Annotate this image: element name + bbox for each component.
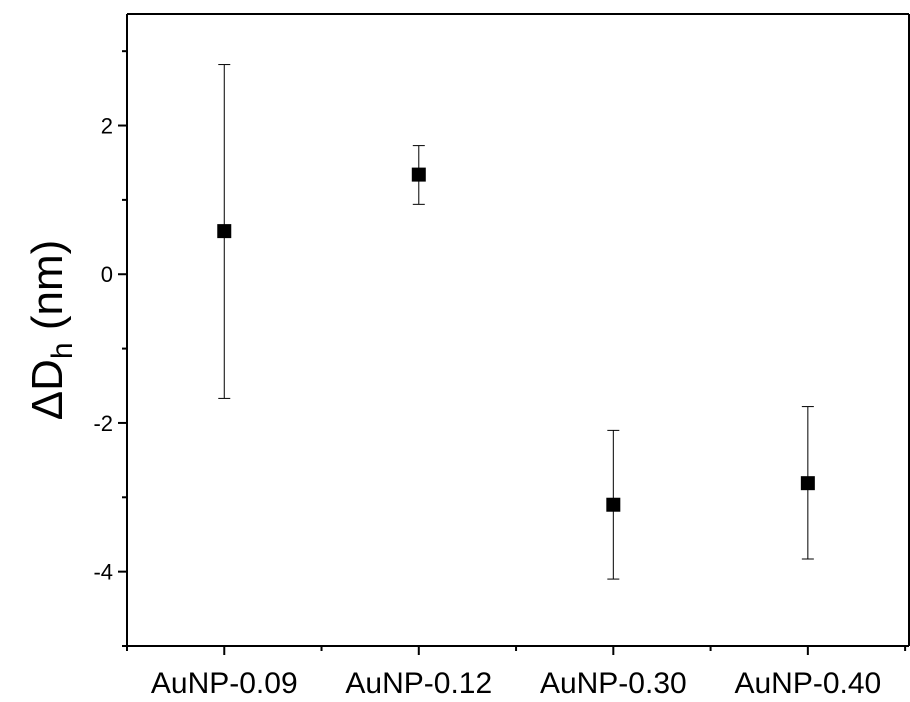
data-point-marker — [217, 224, 232, 239]
data-point-group — [606, 429, 621, 580]
data-point-marker — [606, 497, 621, 512]
x-tick-label: AuNP-0.30 — [540, 667, 687, 700]
y-tick-label: -4 — [93, 560, 113, 585]
x-tick-label: AuNP-0.12 — [345, 667, 492, 700]
data-point-marker — [800, 476, 815, 491]
y-axis-ticks: -4 -2 0 2 — [93, 50, 127, 647]
x-tick-label: AuNP-0.40 — [734, 667, 881, 700]
data-points — [217, 64, 815, 580]
y-tick-label: 0 — [101, 262, 113, 287]
y-axis-label: ΔDh (nm) — [23, 240, 79, 421]
data-point-group — [800, 406, 815, 560]
plot-frame — [126, 13, 910, 647]
x-tick-label: AuNP-0.09 — [151, 667, 298, 700]
data-point-group — [411, 145, 426, 205]
data-point-group — [217, 64, 232, 399]
x-axis-ticks: AuNP-0.09 AuNP-0.12 AuNP-0.30 AuNP-0.40 — [126, 646, 907, 700]
y-tick-label: 2 — [101, 114, 113, 139]
data-point-marker — [411, 167, 426, 182]
y-tick-label: -2 — [93, 411, 113, 436]
